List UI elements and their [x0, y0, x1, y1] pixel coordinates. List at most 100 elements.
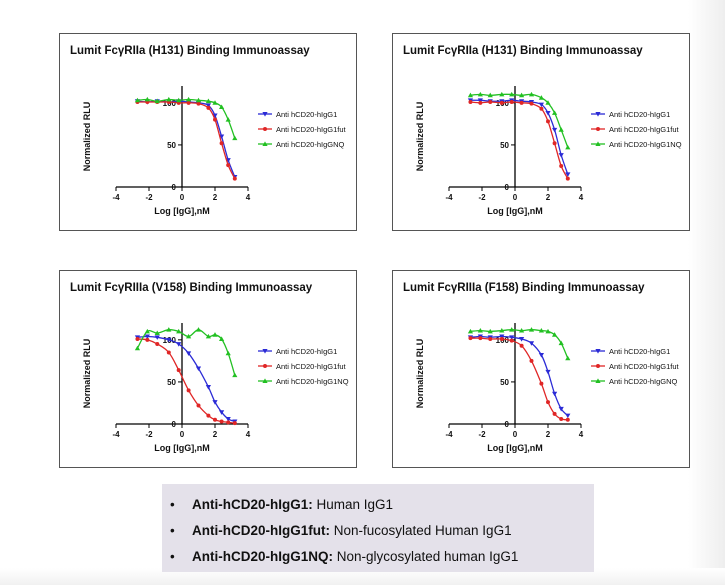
- series-line: [137, 101, 236, 179]
- x-tick-label: 4: [579, 430, 584, 439]
- x-tick-label: 4: [246, 193, 251, 202]
- data-point: [552, 332, 558, 337]
- y-tick-label: 0: [505, 183, 510, 192]
- data-point: [219, 336, 225, 341]
- y-tick-label: 0: [172, 183, 177, 192]
- x-tick-label: 0: [513, 430, 518, 439]
- data-point: [545, 110, 551, 116]
- data-point: [134, 97, 141, 103]
- y-tick-label: 0: [172, 420, 177, 429]
- chart-title: Lumit FcγRIIa (H131) Binding Immunoassay: [70, 45, 310, 57]
- y-tick-label: 0: [505, 420, 510, 429]
- x-tick-label: 0: [180, 193, 185, 202]
- data-point: [213, 417, 217, 422]
- data-point: [519, 92, 525, 98]
- data-point: [468, 336, 473, 341]
- x-tick-label: 4: [579, 193, 584, 202]
- data-point: [212, 400, 218, 405]
- data-point: [539, 106, 544, 111]
- data-point: [559, 416, 564, 421]
- legend-marker: [262, 349, 268, 354]
- x-axis-label: Log [IgG],nM: [154, 443, 209, 453]
- data-point: [212, 113, 218, 119]
- data-point: [206, 413, 211, 418]
- data-point: [565, 144, 571, 150]
- definition-description: Human IgG1: [312, 497, 394, 512]
- data-point: [546, 400, 550, 405]
- data-point: [205, 333, 211, 339]
- x-tick-label: 2: [546, 430, 551, 439]
- data-point: [565, 172, 571, 177]
- antibody-definitions: • Anti-hCD20-hIgG1: Human IgG1 • Anti-hCD2…: [162, 484, 594, 572]
- data-point: [545, 100, 551, 105]
- data-point: [529, 358, 534, 363]
- x-tick-label: 2: [213, 430, 218, 439]
- x-tick-label: 0: [180, 430, 185, 439]
- data-point: [232, 135, 238, 141]
- data-point: [488, 99, 493, 104]
- data-point: [538, 102, 544, 108]
- data-point: [487, 328, 493, 334]
- legend-label: Anti hCD20-hIgGNQ: [609, 377, 678, 386]
- data-point: [186, 388, 191, 393]
- data-point: [166, 350, 171, 355]
- data-point: [145, 337, 150, 342]
- series-line: [470, 337, 568, 421]
- legend-label: Anti hCD20-hIgG1: [276, 110, 337, 119]
- y-tick-label: 50: [167, 141, 176, 150]
- legend-label: Anti hCD20-hIgG1fut: [276, 125, 347, 134]
- data-point: [529, 101, 534, 106]
- data-point: [186, 100, 191, 105]
- data-point: [552, 110, 558, 115]
- data-point: [186, 333, 192, 339]
- chart-panel-3: Lumit FcγRIIIa (V158) Binding Immunoassa…: [59, 270, 357, 468]
- legend-label: Anti hCD20-hIgG1: [276, 347, 337, 356]
- data-point: [134, 345, 141, 351]
- data-point: [558, 153, 564, 158]
- data-point: [225, 417, 231, 422]
- legend-label: Anti hCD20-hIgG1fut: [609, 125, 680, 134]
- data-point: [144, 328, 150, 334]
- right-edge-shade: [688, 0, 725, 585]
- data-point: [176, 342, 182, 347]
- legend-marker: [263, 364, 267, 368]
- data-point: [565, 176, 570, 181]
- data-point: [499, 327, 505, 333]
- definition-row: • Anti-hCD20-hIgG1fut: Non-fucosylated Hu…: [170, 518, 594, 544]
- chart-svg-4: Lumit FcγRIIIa (F158) Binding Immunoassa…: [403, 282, 680, 453]
- legend-label: Anti hCD20-hIgG1NQ: [609, 140, 682, 149]
- data-point: [186, 96, 192, 102]
- data-point: [519, 100, 524, 105]
- data-point: [467, 328, 474, 334]
- chart-panel-1: Lumit FcγRIIa (H131) Binding Immunoassay…: [59, 33, 357, 231]
- chart-title: Lumit FcγRIIIa (F158) Binding Immunoassa…: [403, 282, 645, 294]
- data-point: [565, 355, 571, 361]
- bottom-edge-shade: [0, 568, 725, 585]
- data-point: [154, 335, 160, 340]
- data-point: [499, 336, 504, 341]
- data-point: [558, 127, 564, 132]
- chart-panel-4: Lumit FcγRIIIa (F158) Binding Immunoassa…: [392, 270, 690, 468]
- data-point: [519, 337, 525, 342]
- data-point: [467, 92, 474, 98]
- definition-term: Anti-hCD20-hIgG1NQ:: [192, 549, 333, 564]
- data-point: [154, 98, 160, 104]
- data-point: [509, 99, 514, 104]
- bullet-glyph: •: [170, 549, 175, 564]
- data-point: [552, 411, 557, 416]
- legend-label: Anti hCD20-hIgG1NQ: [276, 377, 349, 386]
- data-point: [487, 92, 493, 98]
- data-point: [545, 328, 551, 334]
- data-point: [519, 327, 525, 333]
- x-axis-label: Log [IgG],nM: [487, 206, 542, 216]
- data-point: [478, 100, 483, 105]
- y-tick-label: 50: [167, 378, 176, 387]
- definition-row: • Anti-hCD20-hIgG1NQ: Non-glycosylated hu…: [170, 544, 594, 570]
- data-point: [155, 342, 160, 347]
- data-point: [195, 327, 202, 332]
- definition-description: Non-fucosylated Human IgG1: [329, 523, 512, 538]
- data-point: [196, 101, 201, 106]
- chart-svg-1: Lumit FcγRIIa (H131) Binding Immunoassay…: [70, 45, 347, 216]
- data-point: [206, 105, 211, 110]
- series-line: [470, 335, 569, 417]
